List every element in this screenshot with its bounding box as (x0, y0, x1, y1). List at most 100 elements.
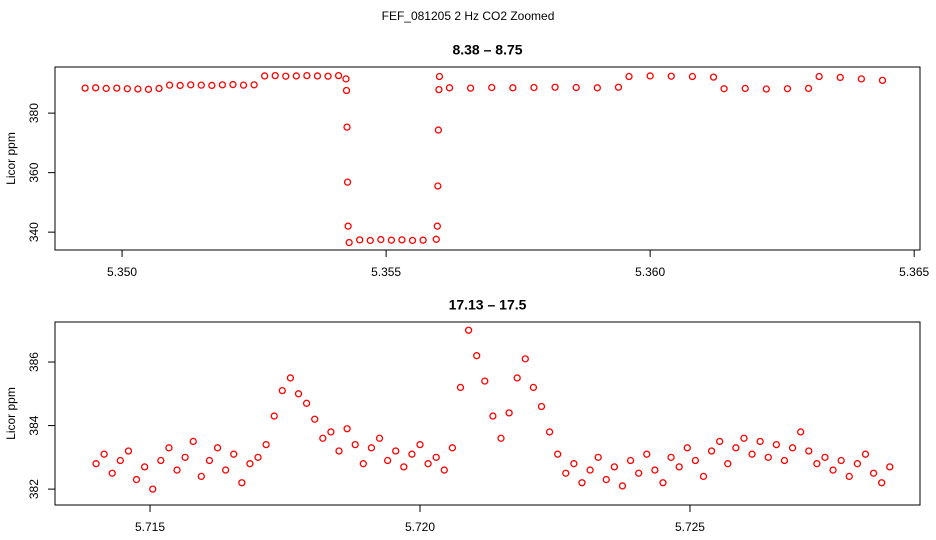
point (262, 440, 270, 449)
x-tick-label: 5.360 (635, 265, 665, 279)
point (537, 402, 546, 411)
point (434, 126, 443, 134)
point (688, 72, 697, 81)
point (716, 437, 724, 446)
point (324, 72, 332, 80)
point (804, 84, 813, 93)
point (562, 469, 570, 477)
point (294, 390, 303, 398)
point (551, 83, 559, 91)
point (435, 72, 444, 81)
point (81, 84, 89, 92)
point (408, 236, 417, 245)
point (278, 386, 286, 395)
point (853, 460, 862, 468)
point (260, 72, 269, 80)
point (489, 412, 497, 420)
point (359, 460, 367, 468)
point (772, 440, 781, 449)
y-tick-label: 384 (27, 415, 41, 435)
page-title: FEF_081205 2 Hz CO2 Zoomed (382, 9, 555, 23)
point (488, 83, 496, 92)
point (165, 81, 174, 89)
point (286, 374, 295, 382)
y-axis-label: Licor ppm (4, 132, 18, 185)
point (594, 453, 602, 461)
y-axis-label: Licor ppm (4, 387, 18, 440)
point (521, 355, 529, 363)
point (366, 236, 374, 245)
point (230, 450, 238, 458)
point (335, 447, 343, 455)
point (732, 444, 740, 452)
point (303, 71, 311, 80)
point (448, 444, 457, 452)
point (408, 450, 416, 458)
point (667, 453, 675, 461)
point (383, 456, 392, 465)
point (149, 485, 157, 493)
point (100, 450, 108, 458)
point (530, 83, 538, 92)
point (102, 84, 110, 93)
point (181, 453, 189, 461)
point (92, 84, 100, 92)
point (675, 463, 683, 471)
point (165, 444, 173, 452)
point (780, 456, 789, 465)
point (432, 453, 440, 461)
point (189, 437, 197, 446)
point (327, 428, 335, 436)
plot-frame (54, 321, 921, 506)
x-tick-label: 5.365 (899, 265, 929, 279)
point (197, 472, 205, 481)
point (270, 412, 278, 420)
point (545, 428, 554, 436)
point (707, 447, 716, 455)
point (659, 479, 667, 487)
point (783, 85, 792, 93)
y-tick-label: 380 (27, 103, 41, 123)
point (626, 456, 635, 465)
point (861, 450, 870, 458)
point (229, 80, 237, 89)
point (829, 466, 837, 474)
point (797, 428, 805, 436)
point (869, 469, 878, 477)
point (398, 236, 406, 244)
point (377, 235, 385, 244)
point (821, 453, 829, 461)
point (434, 182, 442, 190)
point (356, 236, 364, 244)
point (788, 444, 797, 452)
x-tick-label: 5.725 (675, 520, 705, 534)
point (343, 178, 352, 186)
point (392, 447, 400, 455)
point (433, 222, 441, 230)
point (878, 76, 887, 85)
point (343, 425, 351, 433)
point (505, 409, 513, 417)
point (646, 72, 654, 80)
panel-title: 17.13 – 17.5 (449, 297, 527, 313)
point (140, 463, 149, 471)
point (313, 72, 322, 80)
point (466, 84, 475, 92)
point (762, 85, 770, 93)
point (239, 81, 248, 89)
point (837, 456, 845, 465)
point (435, 85, 443, 94)
point (529, 383, 538, 392)
point (116, 456, 124, 465)
point (282, 72, 290, 80)
point (878, 479, 886, 487)
point (250, 81, 258, 89)
point (509, 84, 517, 92)
point (473, 352, 481, 360)
point (610, 463, 619, 471)
point (709, 73, 718, 81)
point (464, 326, 473, 334)
point (132, 475, 141, 484)
point (221, 466, 230, 474)
point (144, 85, 153, 93)
